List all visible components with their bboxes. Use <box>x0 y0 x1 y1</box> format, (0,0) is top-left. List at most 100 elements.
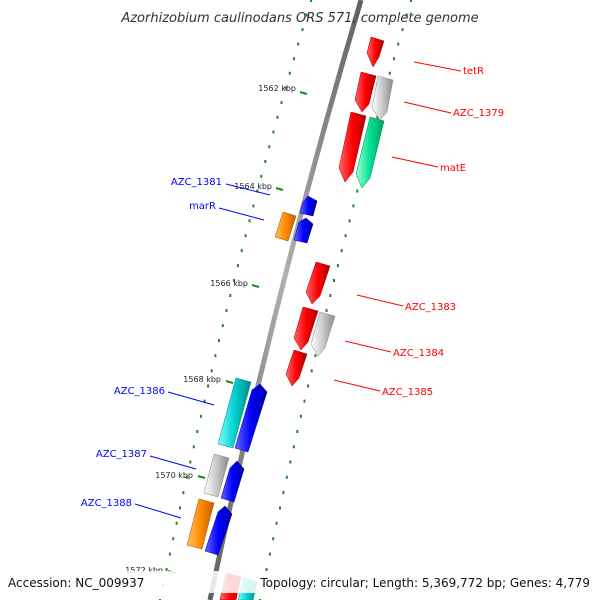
track-dot <box>275 521 278 525</box>
gene-label-azc1387[interactable]: AZC_1387 <box>96 449 147 460</box>
gene-label-tetR[interactable]: tetR <box>463 66 484 77</box>
connector-line <box>344 340 392 353</box>
track-dot <box>301 28 304 32</box>
track-dot <box>192 445 195 449</box>
track-dot <box>272 130 275 134</box>
gene-azc1385[interactable] <box>285 349 308 387</box>
track-dot <box>221 324 224 328</box>
gene-azc1383[interactable] <box>305 261 331 305</box>
gene-tetR[interactable] <box>366 36 385 68</box>
track-dot <box>305 13 308 17</box>
track-dot <box>207 384 210 388</box>
track-dot <box>196 430 199 433</box>
gene-label-azc1388[interactable]: AZC_1388 <box>81 498 132 509</box>
gene-arrow-icon <box>217 377 252 449</box>
connector-line <box>225 183 271 196</box>
connector-line <box>218 207 265 221</box>
connector-line <box>149 455 197 470</box>
gene-label-matE[interactable]: matE <box>440 163 466 174</box>
track-dot <box>172 537 175 541</box>
track-dot <box>297 42 300 46</box>
gene-azc1386[interactable] <box>217 377 252 449</box>
tick-label: 1570 kbp <box>155 471 193 480</box>
gene-azc1384[interactable] <box>310 311 336 357</box>
gene-azc1381[interactable] <box>299 195 318 217</box>
gene-azc1388[interactable] <box>186 498 215 550</box>
track-dot <box>344 234 347 238</box>
track-dot <box>210 369 213 373</box>
gene-arrow-icon <box>293 306 319 351</box>
gene-arrow-icon <box>299 195 318 217</box>
gene-arrow-icon <box>203 453 230 498</box>
gene-arrow-icon <box>274 211 297 242</box>
connector-line <box>134 503 182 519</box>
track-dot <box>303 399 306 403</box>
track-dot <box>348 219 351 223</box>
track-dot <box>388 71 391 75</box>
gene-matE[interactable] <box>355 116 385 189</box>
tick-mark <box>275 187 284 191</box>
tick-mark <box>197 475 206 479</box>
track-dot <box>248 219 251 223</box>
gene-labels: tetR AZC_1379 matE AZC_1381 marR AZC_138… <box>81 66 504 509</box>
gene-label-azc1379[interactable]: AZC_1379 <box>453 108 504 119</box>
track-dot <box>189 460 192 464</box>
gene-marR[interactable] <box>274 211 297 242</box>
track-dot <box>165 568 168 572</box>
gene-arrow-icon <box>234 383 268 453</box>
track-dot <box>336 264 339 268</box>
tick-label: 1566 kbp <box>210 279 248 288</box>
track-dot <box>279 506 281 510</box>
gene-label-marR[interactable]: marR <box>189 201 216 212</box>
track-dot <box>179 506 181 510</box>
tick-mark <box>299 91 308 95</box>
gene-arrow-icon <box>285 349 308 387</box>
gene-azc1379-red <box>354 71 377 113</box>
track-dot <box>268 552 271 556</box>
track-dot <box>256 189 259 193</box>
tick-mark <box>251 284 260 288</box>
gene-arrow-icon <box>366 36 385 68</box>
connector-line <box>391 156 439 168</box>
gene-arrow-icon <box>204 505 233 556</box>
track-dot <box>218 339 220 343</box>
gene-label-azc1384[interactable]: AZC_1384 <box>393 348 444 359</box>
track-dot <box>299 414 302 418</box>
gene-arrow-icon <box>186 498 215 550</box>
genome-title: Azorhizobium caulinodans ORS 571, comple… <box>120 11 478 26</box>
track-dot <box>289 460 292 464</box>
connector-line <box>413 61 462 72</box>
gene-label-azc1383[interactable]: AZC_1383 <box>405 302 456 313</box>
footer-backdrop <box>0 571 600 593</box>
gene-arrow-icon <box>220 460 245 503</box>
track-dot <box>268 145 271 149</box>
track-dot <box>310 369 313 373</box>
tick-mark <box>225 380 234 384</box>
track-dot <box>285 475 288 479</box>
gene-arrow-icon <box>354 71 377 113</box>
track-dot <box>393 57 395 61</box>
track-dot <box>307 384 310 388</box>
track-dot <box>293 57 295 61</box>
gene-azc1387[interactable] <box>203 453 230 498</box>
track-dot <box>401 28 404 32</box>
track-dot <box>272 537 275 541</box>
gene-label-azc1386[interactable]: AZC_1386 <box>114 386 165 397</box>
gene-marR-blue <box>293 217 314 244</box>
track-dot <box>405 13 408 17</box>
track-dot <box>252 204 255 208</box>
track-dot <box>288 71 291 75</box>
track-dot <box>340 249 343 253</box>
label-connectors <box>134 61 462 519</box>
track-dot <box>284 86 287 90</box>
track-dot <box>225 309 228 312</box>
track-dot <box>352 204 355 208</box>
gene-label-azc1381[interactable]: AZC_1381 <box>171 177 222 188</box>
track-dot <box>168 552 171 556</box>
gene-label-azc1385[interactable]: AZC_1385 <box>382 387 433 398</box>
gene-azc1379[interactable] <box>371 75 394 121</box>
track-dot <box>310 0 312 2</box>
gene-azc1386-blue <box>234 383 268 453</box>
track-dot <box>296 430 299 433</box>
